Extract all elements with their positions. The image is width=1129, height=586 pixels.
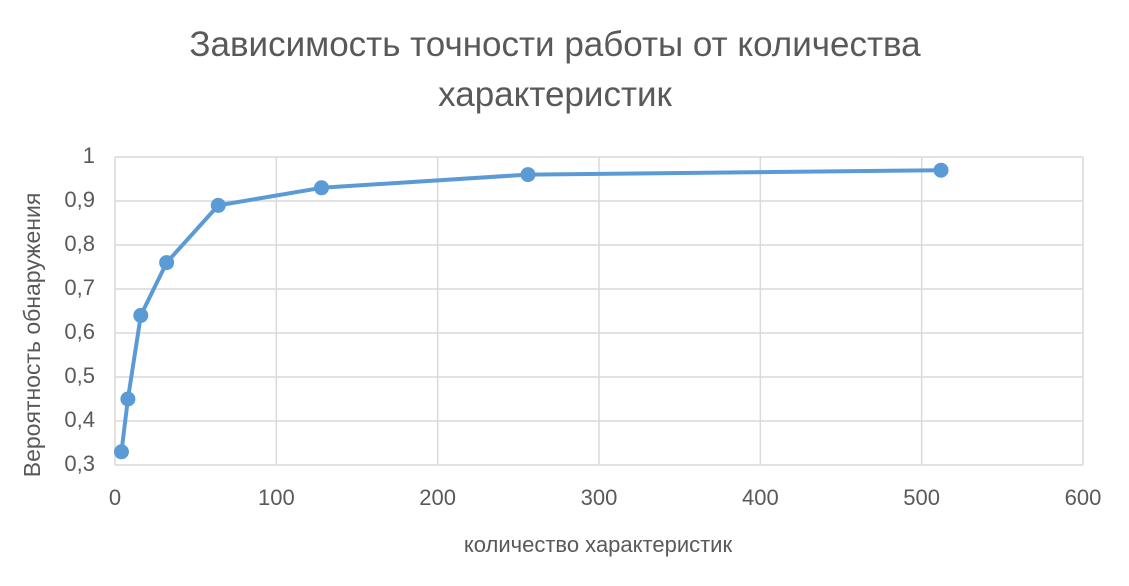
x-axis-label: количество характеристик <box>464 532 733 557</box>
data-point <box>113 444 129 460</box>
y-tick-label: 1 <box>83 143 95 168</box>
data-point <box>120 391 136 407</box>
chart-title: Зависимость точности работы от количеств… <box>189 25 921 114</box>
data-point <box>314 180 330 196</box>
y-tick-label: 0,4 <box>64 407 95 432</box>
x-tick-label: 600 <box>1065 485 1102 510</box>
data-point <box>210 197 226 213</box>
y-tick-label: 0,3 <box>64 451 95 476</box>
data-point <box>133 307 149 323</box>
y-tick-label: 0,6 <box>64 319 95 344</box>
x-tick-label: 200 <box>419 485 456 510</box>
data-point <box>159 255 175 271</box>
data-point <box>933 162 949 178</box>
x-tick-label: 300 <box>581 485 618 510</box>
y-tick-label: 0,7 <box>64 275 95 300</box>
y-axis-label: Вероятность обнаружения <box>19 193 45 478</box>
x-tick-label: 400 <box>742 485 779 510</box>
x-tick-label: 500 <box>903 485 940 510</box>
y-tick-label: 0,8 <box>64 231 95 256</box>
series-line <box>119 168 942 453</box>
x-tick-label: 0 <box>109 485 121 510</box>
y-tick-label: 0,5 <box>64 363 95 388</box>
data-point <box>520 167 536 183</box>
y-tick-label: 0,9 <box>64 187 95 212</box>
x-tick-label: 100 <box>258 485 295 510</box>
